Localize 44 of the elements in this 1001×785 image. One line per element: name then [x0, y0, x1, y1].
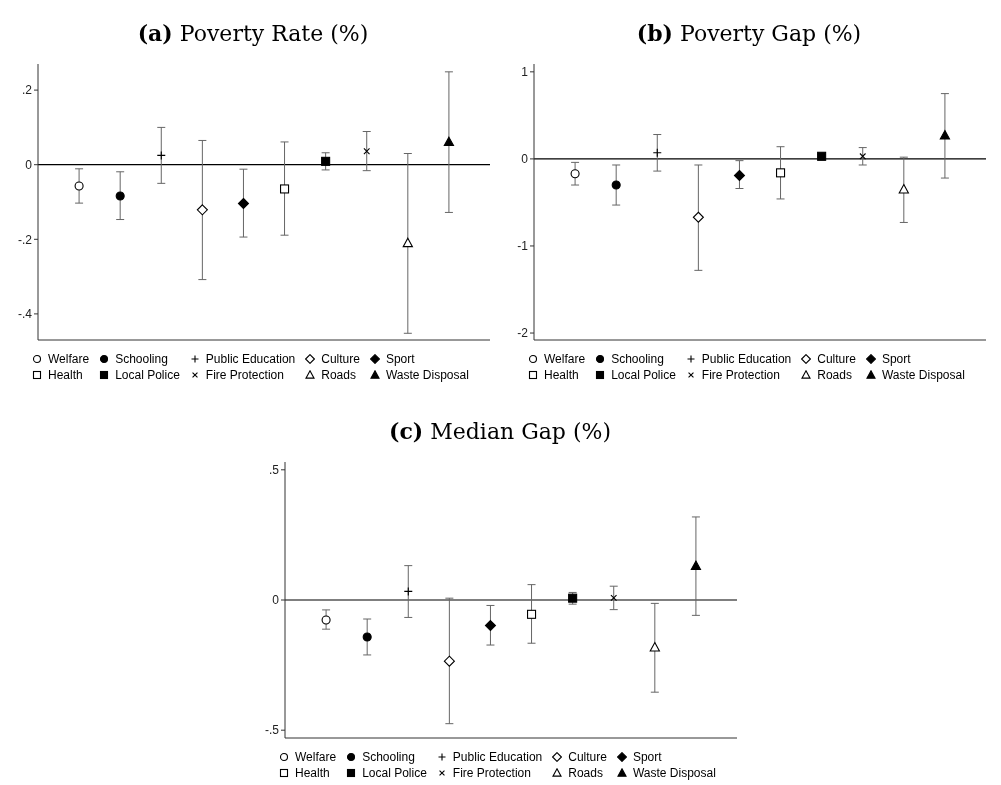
chart-title: (b) Poverty Gap (%): [635, 20, 863, 48]
y-tick-label: -2: [517, 326, 529, 341]
legend-label: Public Education: [452, 750, 543, 764]
legend-label: Roads: [817, 368, 852, 382]
legend-label: Schooling: [611, 352, 664, 366]
chart-title: (c) Median Gap (%): [388, 418, 612, 446]
legend-label: Local Police: [362, 766, 427, 780]
legend-label: Fire Protection: [205, 368, 284, 382]
legend-label: Welfare: [544, 352, 586, 366]
legend-label: Roads: [568, 766, 603, 780]
legend-label: Public Education: [701, 352, 792, 366]
legend-label: Health: [295, 766, 330, 780]
y-tick-label: 0: [272, 593, 280, 608]
y-tick-label: 0: [25, 157, 33, 172]
legend-label: Local Police: [611, 368, 676, 382]
legend-label: Roads: [321, 368, 356, 382]
legend-label: Sport: [385, 352, 415, 366]
legend-label: Health: [544, 368, 579, 382]
y-tick-label: -.5: [264, 723, 280, 738]
legend-label: Schooling: [362, 750, 415, 764]
chart-title: (a) Poverty Rate (%): [136, 20, 370, 48]
y-tick-label: .5: [268, 463, 280, 478]
legend-label: Culture: [817, 352, 856, 366]
y-tick-label: -.2: [17, 232, 33, 247]
legend-label: Sport: [881, 352, 911, 366]
legend-label: Fire Protection: [452, 766, 531, 780]
y-tick-label: -1: [517, 239, 529, 254]
legend-label: Local Police: [115, 368, 180, 382]
legend-label: Health: [48, 368, 83, 382]
legend-label: Schooling: [115, 352, 168, 366]
legend-label: Welfare: [295, 750, 337, 764]
legend-label: Public Education: [205, 352, 296, 366]
legend-label: Culture: [321, 352, 360, 366]
legend-label: Waste Disposal: [385, 368, 469, 382]
legend-label: Culture: [568, 750, 607, 764]
y-tick-label: 0: [521, 152, 529, 167]
y-tick-label: -.4: [17, 307, 33, 322]
y-tick-label: .2: [21, 83, 33, 98]
legend-label: Welfare: [48, 352, 90, 366]
y-tick-label: 1: [521, 65, 529, 80]
legend-label: Sport: [632, 750, 662, 764]
legend-label: Waste Disposal: [632, 766, 716, 780]
legend-label: Fire Protection: [701, 368, 780, 382]
legend-label: Waste Disposal: [881, 368, 965, 382]
